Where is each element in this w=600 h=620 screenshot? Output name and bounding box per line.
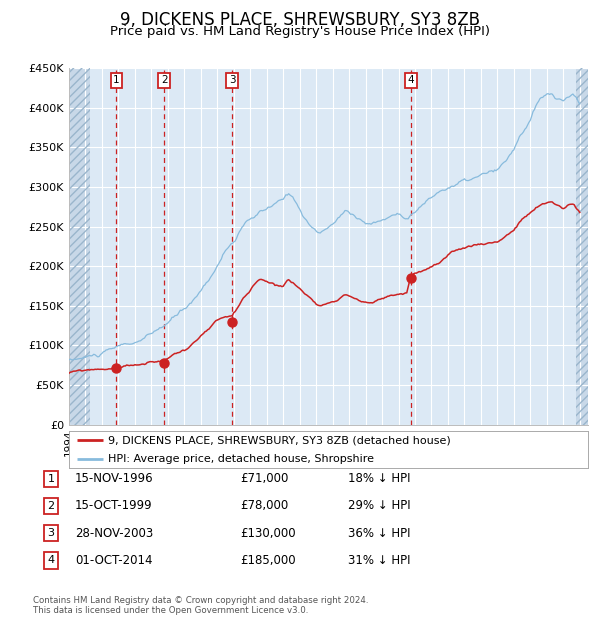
- Text: 15-OCT-1999: 15-OCT-1999: [75, 500, 152, 512]
- Text: 1: 1: [47, 474, 55, 484]
- Text: 18% ↓ HPI: 18% ↓ HPI: [348, 472, 410, 485]
- Bar: [577, 68, 588, 425]
- Bar: [577, 68, 588, 425]
- Text: 28-NOV-2003: 28-NOV-2003: [75, 527, 153, 539]
- Bar: [69, 68, 91, 425]
- Text: 9, DICKENS PLACE, SHREWSBURY, SY3 8ZB (detached house): 9, DICKENS PLACE, SHREWSBURY, SY3 8ZB (d…: [108, 435, 451, 445]
- Text: 4: 4: [407, 76, 414, 86]
- Bar: [69, 68, 91, 425]
- Text: Contains HM Land Registry data © Crown copyright and database right 2024.
This d: Contains HM Land Registry data © Crown c…: [33, 596, 368, 615]
- Text: 4: 4: [47, 556, 55, 565]
- Text: £78,000: £78,000: [240, 500, 288, 512]
- Text: 2: 2: [47, 501, 55, 511]
- Text: HPI: Average price, detached house, Shropshire: HPI: Average price, detached house, Shro…: [108, 454, 374, 464]
- Text: £130,000: £130,000: [240, 527, 296, 539]
- Text: 1: 1: [113, 76, 120, 86]
- Text: £71,000: £71,000: [240, 472, 289, 485]
- Text: 31% ↓ HPI: 31% ↓ HPI: [348, 554, 410, 567]
- Text: 2: 2: [161, 76, 168, 86]
- Text: 29% ↓ HPI: 29% ↓ HPI: [348, 500, 410, 512]
- Text: £185,000: £185,000: [240, 554, 296, 567]
- Text: 3: 3: [47, 528, 55, 538]
- Text: 3: 3: [229, 76, 236, 86]
- Text: 01-OCT-2014: 01-OCT-2014: [75, 554, 152, 567]
- Text: 36% ↓ HPI: 36% ↓ HPI: [348, 527, 410, 539]
- Text: 9, DICKENS PLACE, SHREWSBURY, SY3 8ZB: 9, DICKENS PLACE, SHREWSBURY, SY3 8ZB: [120, 11, 480, 29]
- Text: Price paid vs. HM Land Registry's House Price Index (HPI): Price paid vs. HM Land Registry's House …: [110, 25, 490, 38]
- Text: 15-NOV-1996: 15-NOV-1996: [75, 472, 154, 485]
